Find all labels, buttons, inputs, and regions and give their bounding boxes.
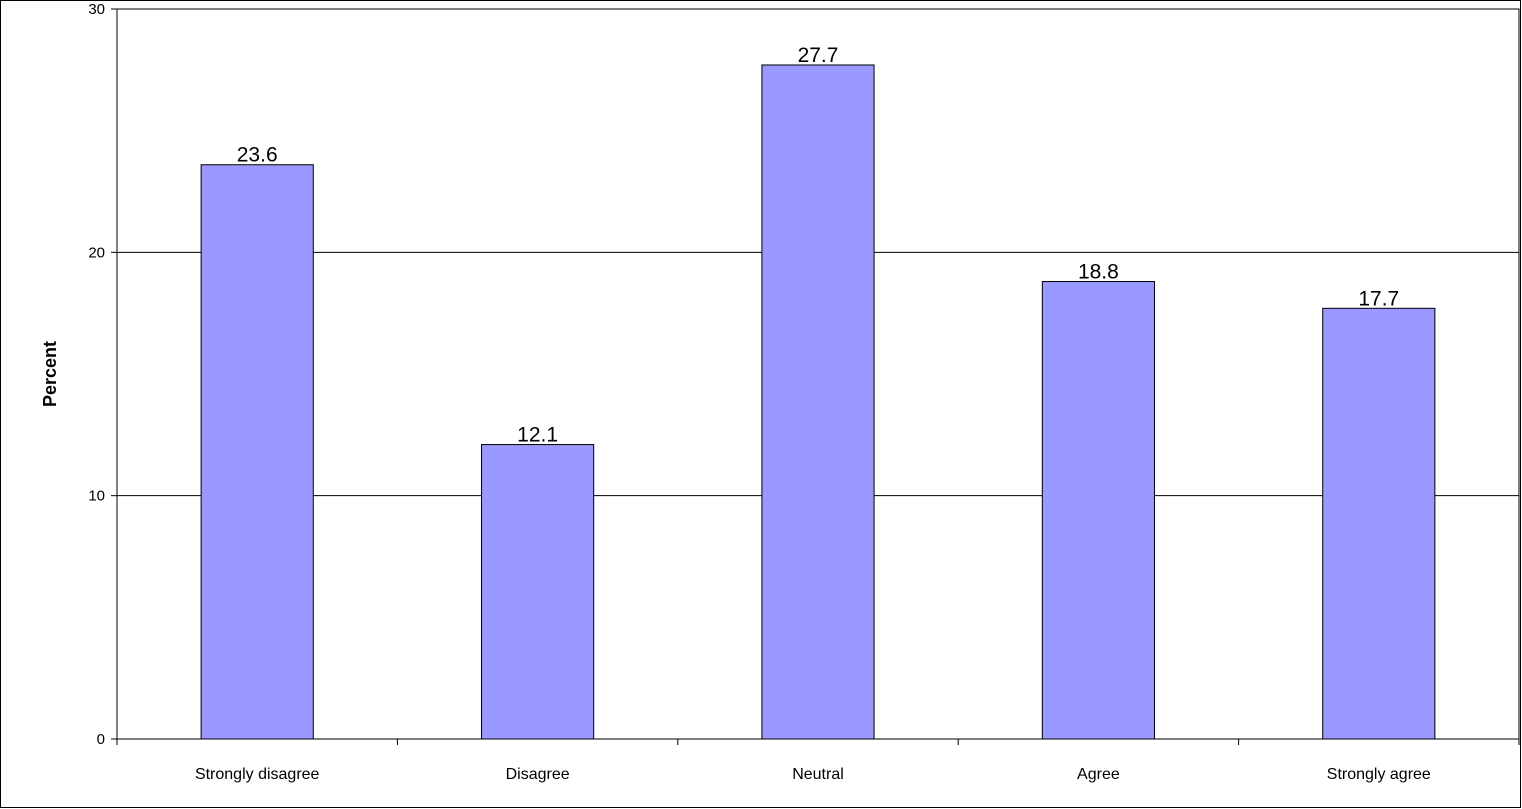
x-category-label: Strongly agree [1327, 766, 1431, 783]
y-axis-title: Percent [40, 341, 60, 407]
y-tick-label: 10 [88, 488, 105, 505]
bar [200, 164, 314, 740]
bar [1041, 281, 1155, 740]
data-labels: 23.6 12.1 27.7 18.8 17.7 [237, 44, 1399, 447]
x-axis: Strongly disagree Disagree Neutral Agree Str… [116, 738, 1520, 783]
bar [481, 444, 595, 740]
data-label: 12.1 [517, 424, 558, 447]
bar [1322, 307, 1436, 740]
y-axis: 0 10 20 30 [88, 1, 118, 748]
x-category-label: Neutral [792, 766, 844, 783]
bars [200, 64, 1436, 740]
data-label: 23.6 [237, 144, 278, 167]
data-label: 18.8 [1078, 261, 1119, 284]
data-label: 17.7 [1358, 287, 1399, 310]
x-category-label: Agree [1077, 766, 1120, 783]
data-label: 27.7 [798, 44, 839, 67]
y-tick-label: 0 [97, 731, 105, 748]
y-tick-label: 20 [88, 244, 105, 261]
bar [761, 64, 875, 740]
y-tick-label: 30 [88, 1, 105, 18]
x-category-label: Disagree [506, 766, 570, 783]
x-category-label: Strongly disagree [195, 766, 320, 783]
